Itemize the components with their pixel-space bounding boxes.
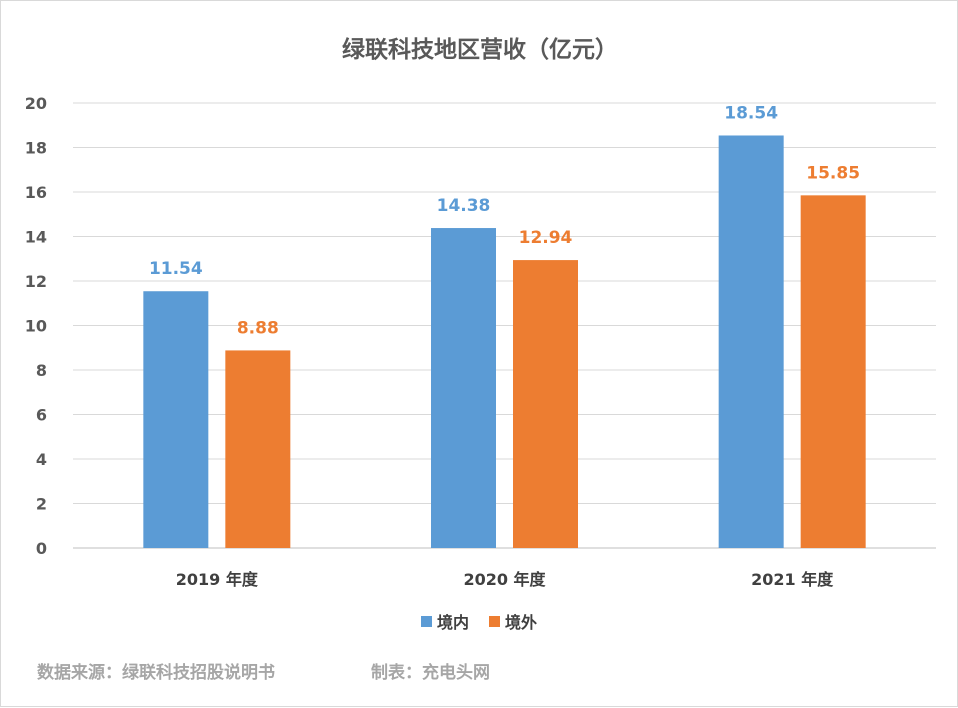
y-tick-label: 4 <box>36 450 47 469</box>
source-note: 数据来源：绿联科技招股说明书 <box>37 662 275 683</box>
bar-境内-0 <box>143 291 209 548</box>
y-tick-label: 12 <box>25 272 47 291</box>
y-tick-label: 14 <box>25 228 47 247</box>
maker-note: 制表：充电头网 <box>371 662 490 683</box>
data-label: 14.38 <box>437 196 491 216</box>
y-axis-ticks: 0 2 4 6 8 10 12 14 16 18 20 <box>25 94 47 558</box>
chart-title: 绿联科技地区营收（亿元） <box>342 36 618 63</box>
data-label: 11.54 <box>149 259 203 279</box>
legend-swatch <box>421 616 432 627</box>
bar-境外-1 <box>513 260 578 548</box>
x-category-label: 2019 年度 <box>176 570 259 589</box>
bar-境外-2 <box>800 195 866 548</box>
y-tick-label: 8 <box>36 361 47 380</box>
legend-label: 境内 <box>437 613 469 632</box>
y-tick-label: 18 <box>25 139 47 158</box>
legend: 境内 境外 <box>421 613 537 632</box>
x-category-label: 2021 年度 <box>751 570 834 589</box>
data-labels: 11.54 8.88 14.38 12.94 18.54 15.85 <box>149 103 860 338</box>
y-tick-label: 0 <box>36 539 47 558</box>
x-category-label: 2020 年度 <box>463 570 546 589</box>
bar-境外-0 <box>225 350 291 548</box>
y-tick-label: 6 <box>36 406 47 425</box>
y-tick-label: 20 <box>25 94 47 113</box>
y-tick-label: 16 <box>25 183 47 202</box>
y-tick-label: 2 <box>36 495 47 514</box>
data-label: 12.94 <box>519 228 573 248</box>
data-label: 18.54 <box>724 103 778 123</box>
data-label: 15.85 <box>806 163 860 183</box>
x-axis-categories: 2019 年度 2020 年度 2021 年度 <box>176 570 834 589</box>
bar-境内-2 <box>718 135 784 549</box>
legend-label: 境外 <box>505 613 537 632</box>
gridlines <box>73 102 936 549</box>
data-label: 8.88 <box>237 318 279 338</box>
legend-swatch <box>489 616 500 627</box>
y-tick-label: 10 <box>25 317 47 336</box>
bar-境内-1 <box>431 228 496 549</box>
bars <box>143 135 866 549</box>
